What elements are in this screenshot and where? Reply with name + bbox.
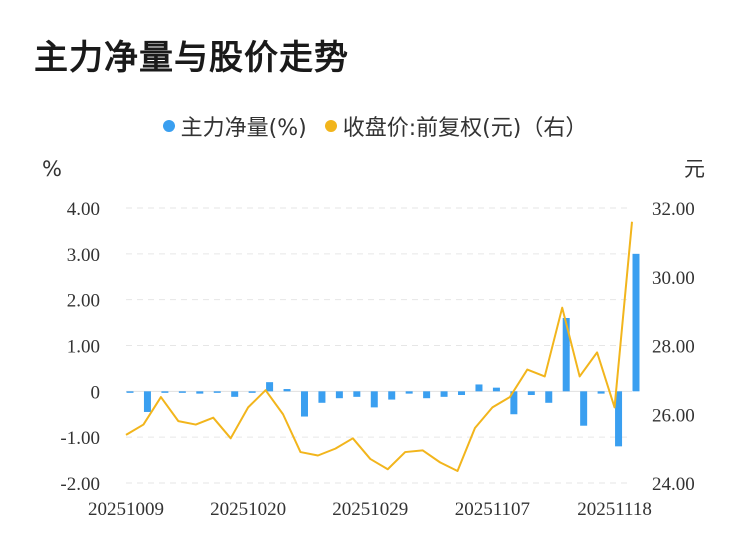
legend: 主力净量(%) 收盘价:前复权(元)（右） — [0, 110, 750, 142]
left-tick-label: 3.00 — [67, 245, 100, 266]
bar[interactable] — [615, 391, 623, 447]
x-tick-label: 20251029 — [332, 499, 408, 520]
x-tick-label: 20251118 — [577, 499, 652, 520]
bar[interactable] — [248, 391, 256, 393]
bar[interactable] — [632, 253, 640, 392]
bar[interactable] — [231, 391, 239, 397]
bar[interactable] — [492, 387, 500, 392]
right-tick-label: 28.00 — [652, 337, 695, 358]
bar[interactable] — [178, 391, 186, 393]
left-tick-label: -1.00 — [60, 428, 100, 449]
bar[interactable] — [405, 391, 413, 394]
bar[interactable] — [458, 391, 466, 395]
left-tick-label: 2.00 — [67, 291, 100, 312]
bar[interactable] — [370, 391, 378, 408]
bar[interactable] — [510, 391, 518, 415]
bar[interactable] — [475, 384, 483, 392]
x-tick-label: 20251107 — [455, 499, 530, 520]
left-tick-label: 4.00 — [67, 199, 100, 220]
bar[interactable] — [423, 391, 431, 399]
left-axis-unit: % — [42, 157, 62, 181]
bar[interactable] — [283, 389, 291, 392]
bar[interactable] — [527, 391, 535, 395]
bar[interactable] — [388, 391, 396, 400]
right-tick-label: 24.00 — [652, 474, 695, 495]
left-tick-label: 0 — [91, 382, 101, 403]
right-tick-label: 30.00 — [652, 268, 695, 289]
bar[interactable] — [143, 391, 151, 412]
right-axis-unit: 元 — [684, 157, 705, 181]
bar[interactable] — [126, 391, 134, 393]
bar[interactable] — [353, 391, 361, 397]
chart-title: 主力净量与股价走势 — [34, 38, 349, 78]
bar[interactable] — [335, 391, 343, 399]
legend-item-close-price[interactable]: 收盘价:前复权(元)（右） — [324, 110, 588, 142]
bar[interactable] — [196, 391, 204, 394]
legend-dot-close-price — [324, 120, 337, 132]
x-tick-label: 20251009 — [88, 499, 164, 520]
legend-item-net-flow[interactable]: 主力净量(%) — [162, 110, 307, 142]
x-tick-label: 20251020 — [210, 499, 286, 520]
bar[interactable] — [161, 391, 169, 393]
legend-dot-net-flow — [162, 120, 175, 132]
bar[interactable] — [213, 391, 221, 393]
left-tick-label: 1.00 — [67, 337, 100, 358]
bar[interactable] — [300, 391, 308, 417]
bar[interactable] — [440, 391, 448, 397]
bar[interactable] — [562, 318, 570, 392]
bar[interactable] — [580, 391, 588, 426]
legend-label-close-price: 收盘价:前复权(元)（右） — [342, 116, 588, 141]
bar[interactable] — [545, 391, 553, 403]
close-price-line[interactable] — [125, 221, 633, 472]
right-tick-label: 32.00 — [652, 199, 695, 220]
bar[interactable] — [266, 382, 274, 392]
right-tick-label: 26.00 — [652, 405, 695, 426]
legend-label-net-flow: 主力净量(%) — [180, 116, 307, 141]
bar[interactable] — [597, 391, 605, 394]
left-tick-label: -2.00 — [60, 474, 100, 495]
bar[interactable] — [318, 391, 326, 403]
